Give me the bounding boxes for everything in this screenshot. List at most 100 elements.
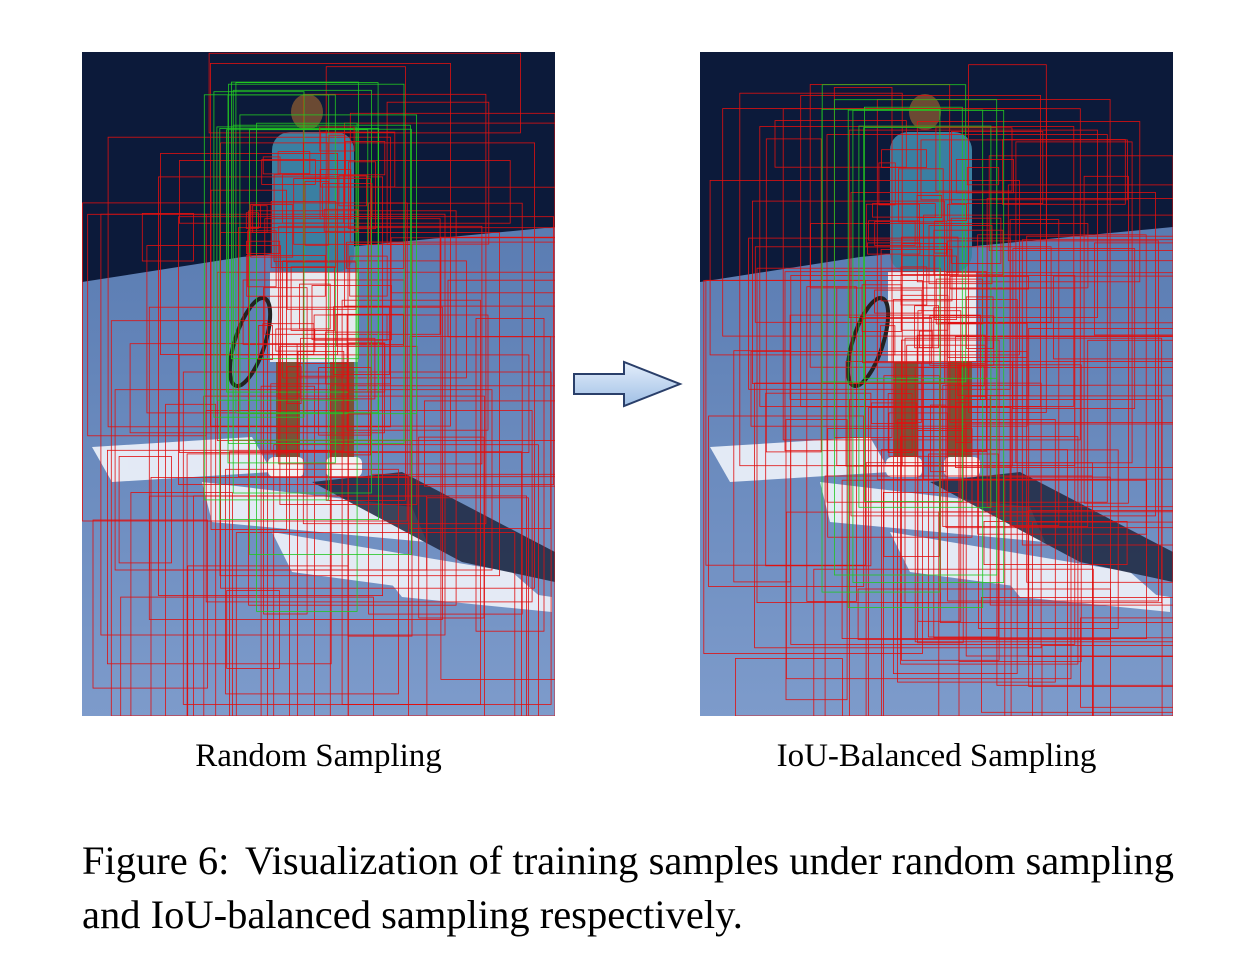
- negative-sample-box: [1026, 235, 1173, 583]
- negative-sample-box: [209, 62, 451, 427]
- negative-sample-box: [965, 423, 1173, 657]
- negative-sample-box: [92, 519, 208, 689]
- sample-boxes: [82, 52, 555, 716]
- negative-sample-box: [247, 230, 277, 288]
- negative-sample-box: [959, 365, 985, 387]
- positive-sample-box: [249, 128, 412, 555]
- negative-sample-box: [887, 393, 913, 453]
- negative-sample-box: [264, 218, 441, 335]
- negative-sample-box: [950, 217, 1002, 264]
- negative-sample-box: [900, 436, 1079, 665]
- negative-sample-box: [935, 278, 983, 325]
- negative-sample-box: [258, 324, 273, 360]
- right-arrow-icon: [573, 360, 683, 408]
- negative-sample-box: [881, 149, 927, 168]
- negative-sample-box: [386, 101, 490, 245]
- negative-sample-box: [964, 396, 987, 453]
- negative-sample-box: [252, 205, 268, 233]
- positive-sample-box: [833, 99, 998, 576]
- negative-sample-box: [338, 175, 367, 207]
- negative-sample-box: [933, 220, 948, 254]
- negative-sample-box: [141, 212, 194, 262]
- negative-sample-box: [293, 178, 371, 245]
- negative-sample-box: [980, 597, 1173, 713]
- negative-sample-box: [1032, 521, 1173, 716]
- negative-sample-box: [130, 492, 233, 716]
- negative-sample-box: [945, 272, 1173, 529]
- negative-sample-box: [895, 362, 922, 423]
- positive-sample-box: [847, 109, 984, 608]
- negative-sample-box: [841, 479, 1148, 640]
- negative-sample-box: [475, 317, 545, 632]
- negative-sample-box: [248, 210, 457, 606]
- negative-sample-box: [978, 449, 1119, 629]
- negative-sample-box: [878, 162, 896, 206]
- negative-sample-box: [335, 313, 404, 347]
- negative-sample-box: [290, 266, 336, 331]
- negative-sample-box: [722, 108, 1047, 337]
- negative-sample-box: [82, 202, 408, 522]
- positive-sample-box: [232, 124, 411, 441]
- negative-sample-box: [158, 176, 384, 597]
- negative-sample-box: [260, 385, 316, 716]
- negative-sample-box: [228, 451, 523, 716]
- negative-sample-box: [930, 404, 947, 473]
- negative-sample-box: [319, 126, 355, 152]
- negative-sample-box: [703, 280, 923, 655]
- negative-sample-box: [988, 155, 1173, 251]
- negative-sample-box: [827, 428, 973, 538]
- positive-sample-box: [219, 128, 380, 520]
- negative-sample-box: [318, 367, 372, 436]
- negative-sample-box: [346, 241, 405, 269]
- negative-sample-box: [345, 141, 386, 176]
- negative-sample-box: [186, 453, 290, 716]
- negative-sample-box: [348, 161, 377, 230]
- negative-sample-box: [311, 285, 392, 341]
- negative-sample-box: [178, 354, 530, 453]
- negative-sample-box: [165, 403, 217, 716]
- random-sampling-label: Random Sampling: [195, 738, 442, 774]
- negative-sample-box: [806, 286, 857, 602]
- negative-sample-box: [346, 314, 489, 431]
- negative-sample-box: [277, 151, 311, 174]
- positive-sample-box: [858, 125, 992, 508]
- negative-sample-box: [321, 183, 373, 217]
- negative-sample-box: [328, 134, 346, 204]
- negative-sample-box: [947, 322, 1028, 358]
- negative-sample-box: [826, 134, 1108, 503]
- sample-boxes: [703, 64, 1173, 716]
- negative-sample-box: [303, 142, 329, 179]
- negative-sample-box: [1083, 175, 1129, 504]
- negative-sample-box: [888, 412, 948, 457]
- negative-sample-box: [333, 306, 390, 375]
- negative-sample-box: [216, 271, 555, 441]
- negative-sample-box: [282, 260, 467, 379]
- negative-sample-box: [205, 410, 533, 603]
- negative-sample-box: [942, 384, 1089, 527]
- negative-sample-box: [901, 236, 959, 276]
- negative-sample-box: [934, 255, 957, 320]
- negative-sample-box: [862, 317, 933, 364]
- negative-sample-box: [118, 456, 172, 564]
- negative-sample-box: [900, 294, 949, 331]
- negative-sample-box: [892, 299, 1018, 675]
- negative-sample-box: [882, 491, 960, 716]
- negative-sample-box: [148, 306, 443, 620]
- negative-sample-box: [250, 204, 294, 258]
- negative-sample-box: [966, 167, 1000, 186]
- positive-sample-box: [239, 114, 417, 415]
- negative-sample-box: [246, 254, 326, 297]
- negative-sample-box: [923, 214, 1173, 480]
- negative-sample-box: [928, 453, 999, 638]
- negative-sample-box: [861, 284, 903, 333]
- negative-sample-box: [1009, 219, 1060, 526]
- negative-sample-box: [756, 267, 941, 603]
- negative-sample-box: [857, 588, 1111, 640]
- tennis-scene-right: [700, 52, 1173, 716]
- negative-sample-box: [237, 227, 555, 478]
- negative-sample-box: [270, 383, 345, 452]
- random-sampling-image: [82, 52, 555, 716]
- negative-sample-box: [955, 159, 1014, 194]
- negative-sample-box: [313, 314, 388, 341]
- negative-sample-box: [1080, 617, 1173, 708]
